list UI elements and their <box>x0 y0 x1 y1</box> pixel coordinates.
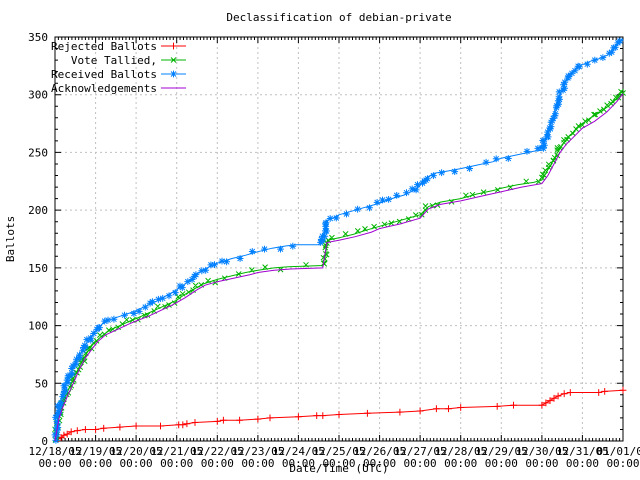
chart-generated-content: 05010015020025030035012/18/0500:0012/19/… <box>28 31 640 470</box>
y-tick-label: 150 <box>28 262 48 275</box>
grid-lines <box>55 37 623 441</box>
x-tick-label-date: 12/24/05 <box>272 445 325 458</box>
x-tick-label-time: 00:00 <box>201 457 234 470</box>
y-tick-label: 300 <box>28 89 48 102</box>
y-tick-labels: 0 50 100 150 200 250 300 350 <box>28 31 48 448</box>
x-tick-label-date: 12/27/05 <box>394 445 447 458</box>
x-tick-label-date: 12/25/05 <box>313 445 366 458</box>
x-tick-label-time: 00:00 <box>120 457 153 470</box>
x-tick-label-time: 00:00 <box>322 457 355 470</box>
legend-label: Vote Tallied, <box>71 54 157 67</box>
series-acknowledgements <box>54 93 624 442</box>
x-tick-labels: 12/18/0500:0012/19/0500:0012/20/0500:001… <box>29 445 640 470</box>
x-tick-label-time: 00:00 <box>282 457 315 470</box>
legend-label: Received Ballots <box>51 68 157 81</box>
legend-item-acknowledgements: Acknowledgements <box>51 82 186 95</box>
x-tick-label-date: 12/28/05 <box>434 445 487 458</box>
x-axis-label: Date/Time (UTC) <box>289 462 388 475</box>
y-tick-label: 250 <box>28 146 48 159</box>
x-tick-label-time: 00:00 <box>241 457 274 470</box>
legend-sample-marker <box>170 70 177 78</box>
series-markers-rejected-ballots <box>54 386 627 443</box>
x-tick-label-time: 00:00 <box>404 457 437 470</box>
x-tick-label-date: 12/31/05 <box>556 445 609 458</box>
x-tick-label-time: 00:00 <box>160 457 193 470</box>
x-tick-label-date: 12/29/05 <box>475 445 528 458</box>
legend-item-received-ballots: Received Ballots <box>51 68 186 81</box>
legend-sample-marker <box>170 57 177 63</box>
x-tick-label-date: 12/18/05 <box>29 445 82 458</box>
legend-item-rejected-ballots: Rejected Ballots <box>51 40 186 53</box>
x-tick-label-date: 12/21/05 <box>150 445 203 458</box>
x-tick-label-time: 00:00 <box>363 457 396 470</box>
y-tick-label: 100 <box>28 320 48 333</box>
legend-label: Rejected Ballots <box>51 40 157 53</box>
chart-title: Declassification of debian-private <box>226 11 451 24</box>
legend-item-vote-tallied: Vote Tallied, <box>71 54 186 67</box>
x-tick-label-time: 00:00 <box>525 457 558 470</box>
series-markers-received-ballots <box>51 37 624 444</box>
x-tick-label-time: 00:00 <box>566 457 599 470</box>
y-tick-label: 50 <box>35 377 48 390</box>
x-tick-label-time: 00:00 <box>444 457 477 470</box>
x-tick-label-date: 12/23/05 <box>231 445 284 458</box>
y-tick-label: 200 <box>28 204 48 217</box>
y-axis-label: Ballots <box>4 216 17 262</box>
legend-sample-marker <box>170 42 177 50</box>
y-tick-label: 0 <box>41 435 48 448</box>
series-received-ballots <box>51 37 624 444</box>
x-tick-label-date: 01/01/06 <box>597 445 640 458</box>
x-tick-label-date: 12/19/05 <box>69 445 122 458</box>
x-tick-label-time: 00:00 <box>38 457 71 470</box>
x-tick-label-time: 00:00 <box>606 457 639 470</box>
x-tick-label-date: 12/26/05 <box>353 445 406 458</box>
x-tick-label-date: 12/20/05 <box>110 445 163 458</box>
x-tick-label-date: 12/30/05 <box>515 445 568 458</box>
x-tick-label-time: 00:00 <box>79 457 112 470</box>
series-rejected-ballots <box>54 386 627 443</box>
x-tick-label-time: 00:00 <box>485 457 518 470</box>
y-tick-label: 350 <box>28 31 48 44</box>
series-line-acknowledgements <box>54 93 624 442</box>
legend-label: Acknowledgements <box>51 82 157 95</box>
x-tick-label-date: 12/22/05 <box>191 445 244 458</box>
